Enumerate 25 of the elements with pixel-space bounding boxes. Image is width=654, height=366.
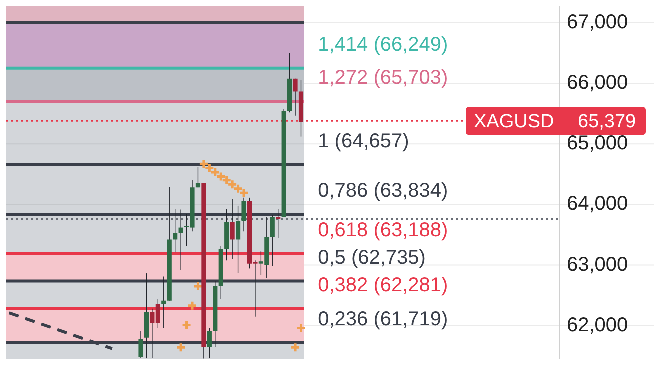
y-tick-label: 67,000 [567,11,628,34]
ref-line-label: 0,382 (62,281) [318,274,448,296]
annotation: 65,379 [578,111,636,132]
ref-line-label: XAGUSD [474,111,554,132]
y-tick-label: 65,000 [567,132,628,155]
point [296,322,306,334]
ref-line-label: 0,618 (63,188) [318,219,448,242]
y-tick-label: 64,000 [567,193,628,216]
ref-line-label: 1 (64,657) [318,130,410,152]
candlestick [230,200,235,259]
ref-line-label: 0,5 (62,735) [318,246,426,269]
y-tick-label: 66,000 [567,72,628,94]
point [182,320,192,330]
candlestick [293,78,298,116]
point [192,281,204,292]
point [290,342,301,353]
y-tick-label: 62,000 [567,314,628,336]
candlestick [178,210,184,270]
ref-line-label: 1,272 (65,703) [318,67,448,90]
point [187,300,198,312]
y-tick-label: 63,000 [567,254,628,276]
ref-line-label: 0,236 (61,719) [318,308,448,330]
ref-line-label: 0,786 (63,834) [318,180,448,202]
ref-line-label: 1,414 (66,249) [318,34,448,56]
point [176,342,186,353]
